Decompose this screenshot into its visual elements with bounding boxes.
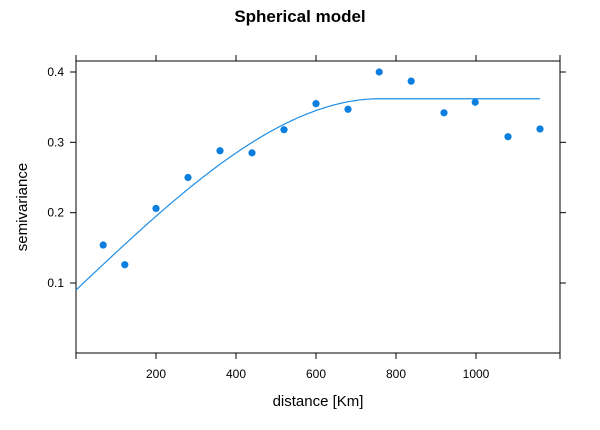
y-axis-label: semivariance	[14, 163, 31, 251]
tick-labels: 200 400 600 800 1000 0.1 0.2 0.3 0.4	[47, 65, 489, 381]
x-tick-label: 800	[386, 367, 406, 381]
data-point	[152, 204, 160, 213]
x-tick-label: 200	[146, 367, 166, 381]
data-point	[536, 125, 544, 133]
data-point	[407, 77, 415, 85]
data-point	[99, 241, 107, 249]
spherical-model-line	[75, 98, 540, 291]
data-point	[280, 126, 288, 134]
x-tick-label: 1000	[463, 367, 490, 381]
data-point	[504, 133, 512, 141]
y-tick-label: 0.4	[47, 65, 64, 79]
y-tick-label: 0.2	[47, 206, 64, 220]
data-point	[184, 173, 192, 182]
x-axis-label: distance [Km]	[273, 393, 364, 410]
x-tick-label: 400	[226, 367, 246, 381]
plot-frame	[75, 60, 561, 354]
data-point	[440, 109, 448, 117]
x-tick-label: 600	[306, 367, 326, 381]
data-points	[99, 68, 544, 269]
data-point	[216, 147, 224, 155]
data-point	[121, 261, 129, 269]
chart-title: Spherical model	[234, 7, 365, 26]
data-point	[312, 100, 320, 108]
data-point	[471, 98, 479, 106]
data-point	[248, 149, 256, 157]
y-tick-label: 0.3	[47, 135, 64, 149]
axis-ticks	[70, 55, 566, 359]
data-point	[344, 105, 352, 113]
data-point	[375, 68, 383, 76]
y-tick-label: 0.1	[47, 276, 64, 290]
